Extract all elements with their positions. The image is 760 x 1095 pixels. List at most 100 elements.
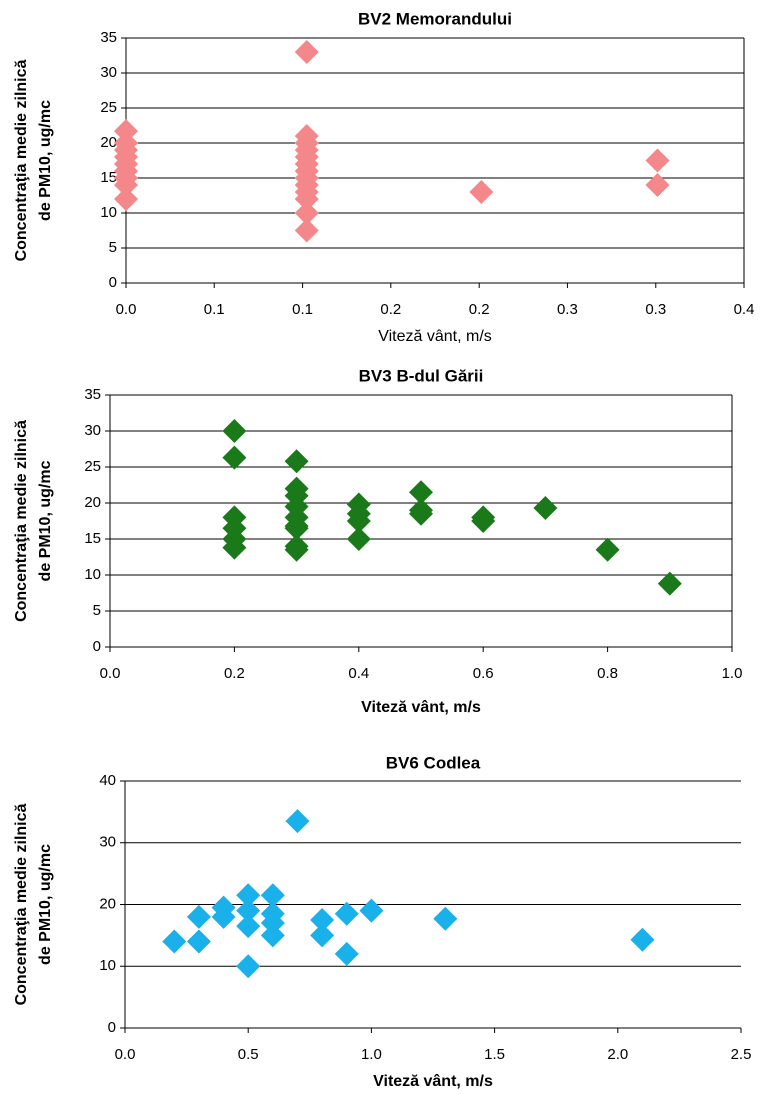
point [645,173,670,197]
point [433,906,458,931]
x-tick-label: 0.1 [204,301,225,318]
y-tick-label: 5 [93,602,101,619]
y-tick-label: 25 [100,99,117,116]
point [346,509,371,533]
point [260,911,285,936]
point [294,40,319,64]
y-tick-label: 35 [100,29,117,46]
x-tick-label: 0.1 [292,301,313,318]
x-tick-label: 0.0 [115,1046,136,1063]
point [346,527,371,551]
point [533,496,558,521]
point [211,904,236,929]
point [284,537,309,562]
y-axis-label: de PM10, ug/mc [37,100,54,221]
point [294,201,319,225]
y-tick-label: 5 [109,239,117,256]
point [260,923,285,948]
chart-title: BV3 B-dul Gării [359,366,484,385]
point [236,883,261,908]
y-tick-label: 25 [84,458,101,475]
point [310,907,335,932]
x-tick-label: 0.4 [348,665,369,682]
chart-title: BV6 Codlea [386,753,481,772]
point [162,929,187,954]
x-axis-label: Viteză vânt, m/s [378,328,492,345]
point [222,445,247,470]
y-tick-label: 0 [93,638,101,655]
point [114,187,138,211]
y-tick-label: 10 [99,957,116,974]
x-tick-label: 2.5 [731,1046,752,1063]
point [284,516,309,541]
x-tick-label: 0.5 [238,1046,259,1063]
point [294,218,319,243]
point [294,124,319,148]
point [284,449,309,474]
x-tick-label: 0.2 [380,301,401,318]
point [285,809,310,834]
point [657,571,682,596]
y-axis-label: de PM10, ug/mc [37,844,54,965]
point [260,883,285,908]
point [469,180,494,204]
y-tick-label: 15 [100,169,117,186]
point [186,904,211,929]
x-tick-label: 0.2 [469,301,490,318]
y-tick-label: 0 [109,274,117,291]
point [471,509,496,533]
point [236,914,261,939]
y-tick-label: 0 [108,1019,116,1036]
point [222,535,247,560]
chart: BV2 Memorandului Viteză vânt, m/s Concentr… [13,9,754,345]
chart: BV3 B-dul Gării Viteză vânt, m/s Concentra… [13,366,742,716]
y-tick-label: 20 [100,134,117,151]
point [114,119,138,144]
x-tick-label: 1.5 [484,1046,505,1063]
x-tick-label: 0.3 [645,301,666,318]
point [334,901,359,926]
x-tick-label: 0.0 [116,301,137,318]
chart-title: BV2 Memorandului [358,9,512,28]
point [236,898,261,923]
point [359,898,384,923]
y-tick-label: 30 [99,834,116,851]
y-tick-label: 35 [84,386,101,403]
chart: BV6 Codlea Viteză vânt, m/s Concentraţia m… [13,753,751,1090]
x-tick-label: 2.0 [607,1046,628,1063]
x-tick-label: 0.8 [597,665,618,682]
y-tick-label: 20 [84,494,101,511]
point [236,954,261,979]
point [334,941,359,966]
point [186,929,211,954]
x-tick-label: 1.0 [361,1046,382,1063]
point [409,501,433,526]
point [222,419,247,443]
y-tick-label: 15 [84,530,101,547]
x-axis-label: Viteză vânt, m/s [361,699,481,716]
point [645,148,670,173]
y-axis-label: Concentraţia medie zilnică [13,803,30,1005]
y-tick-label: 30 [84,422,101,439]
y-axis-label: Concentraţia medie zilnică [13,420,30,622]
y-tick-label: 10 [100,204,117,221]
y-axis-label: Concentraţia medie zilnică [13,59,30,261]
x-tick-label: 0.2 [224,665,245,682]
point [630,927,655,952]
x-tick-label: 0.6 [473,665,494,682]
y-tick-label: 10 [84,566,101,583]
y-tick-label: 20 [99,895,116,912]
y-axis-label: de PM10, ug/mc [37,460,54,581]
y-tick-label: 40 [99,772,116,789]
x-tick-label: 0.0 [100,665,121,682]
x-tick-label: 0.3 [557,301,578,318]
point [595,537,620,562]
point [409,480,433,505]
x-tick-label: 1.0 [722,665,743,682]
point [310,923,335,948]
x-tick-label: 0.4 [734,301,755,318]
x-axis-label: Viteză vânt, m/s [373,1073,493,1090]
y-tick-label: 30 [100,64,117,81]
